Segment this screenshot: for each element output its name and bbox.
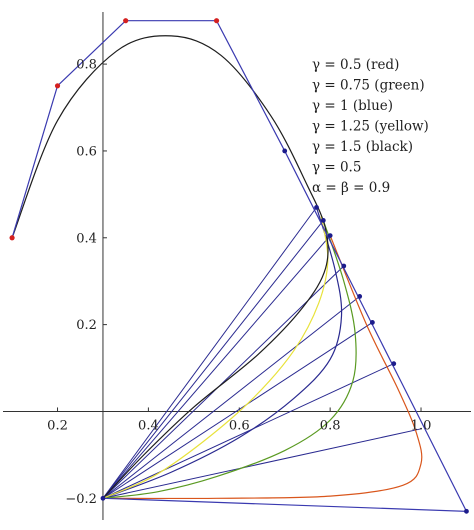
x-tick-label: 0.4 — [138, 418, 159, 433]
x-tick-label: 0.2 — [47, 418, 68, 433]
legend-entry: α = β = 0.9 — [312, 180, 390, 196]
control-point-blue — [341, 263, 347, 269]
y-tick-label: −0.2 — [65, 492, 97, 507]
control-point-blue — [370, 320, 375, 325]
x-tick-label: 1.0 — [411, 418, 432, 433]
legend-entry: γ = 1.25 (yellow) — [312, 119, 429, 135]
control-point-red — [9, 235, 15, 241]
control-point-blue — [391, 361, 397, 367]
curve-series — [11, 35, 423, 500]
fan-lines — [102, 207, 422, 499]
curve-series-line — [102, 220, 357, 499]
legend-entry: γ = 0.5 — [312, 160, 361, 176]
legend-entry: γ = 0.75 (green) — [312, 78, 425, 94]
y-tick-label: 0.8 — [76, 58, 97, 73]
control-point-red — [213, 18, 220, 24]
curve-series-line — [11, 35, 329, 499]
curve-series-line — [102, 215, 329, 499]
fan-line — [102, 235, 331, 499]
fan-line — [102, 220, 324, 499]
fan-line — [102, 363, 394, 499]
control-point-blue — [320, 218, 326, 223]
fan-line — [102, 322, 373, 499]
x-tick-label: 0.8 — [320, 418, 341, 433]
y-tick-label: 0.2 — [76, 318, 97, 333]
control-point-red — [123, 18, 129, 24]
fan-line — [102, 207, 317, 499]
legend: γ = 0.5 (red) γ = 0.75 (green) γ = 1 (blue… — [312, 57, 429, 196]
legend-entry: γ = 0.5 (red) — [312, 57, 399, 73]
control-point-blue — [464, 508, 469, 514]
control-point-blue — [282, 148, 288, 154]
tick-labels: 0.2 0.4 0.6 0.8 1.0 −0.2 0.2 0.4 0.6 0.8 — [47, 58, 431, 507]
control-point-blue — [314, 204, 319, 210]
control-points — [9, 18, 469, 514]
fan-line — [102, 265, 345, 499]
curve-series-line — [102, 235, 423, 500]
control-point-red — [54, 83, 61, 89]
fan-line — [102, 428, 422, 499]
legend-entry: γ = 1 (blue) — [312, 98, 393, 114]
control-point-blue — [357, 293, 363, 299]
fan-line — [102, 296, 360, 499]
x-tick-label: 0.6 — [229, 418, 250, 433]
legend-entry: γ = 1.5 (black) — [312, 139, 413, 155]
control-point-blue — [100, 495, 106, 501]
control-point-blue — [327, 233, 333, 239]
axes — [3, 12, 471, 520]
y-tick-label: 0.6 — [76, 144, 97, 159]
y-tick-label: 0.4 — [76, 231, 97, 246]
curve-series-line — [102, 207, 343, 499]
